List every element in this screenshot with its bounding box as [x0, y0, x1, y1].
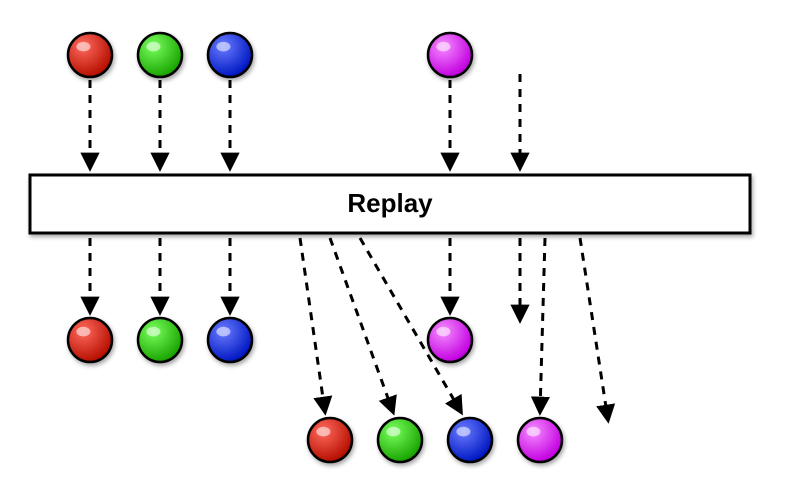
marble-magenta: [428, 33, 472, 77]
marble-red: [68, 33, 112, 77]
marble-blue: [448, 418, 492, 462]
marble-green: [378, 418, 422, 462]
marble-red: [308, 418, 352, 462]
marble-diagram: Replay: [0, 0, 800, 500]
flow-arrow: [540, 238, 545, 412]
marble-green: [138, 318, 182, 362]
marble-magenta: [518, 418, 562, 462]
flow-arrow: [300, 238, 325, 412]
marble-magenta: [428, 318, 472, 362]
flow-arrow: [580, 238, 608, 420]
marble-blue: [208, 318, 252, 362]
flow-arrow: [330, 238, 393, 412]
operator-label: Replay: [347, 188, 433, 218]
marble-green: [138, 33, 182, 77]
marble-red: [68, 318, 112, 362]
marble-blue: [208, 33, 252, 77]
